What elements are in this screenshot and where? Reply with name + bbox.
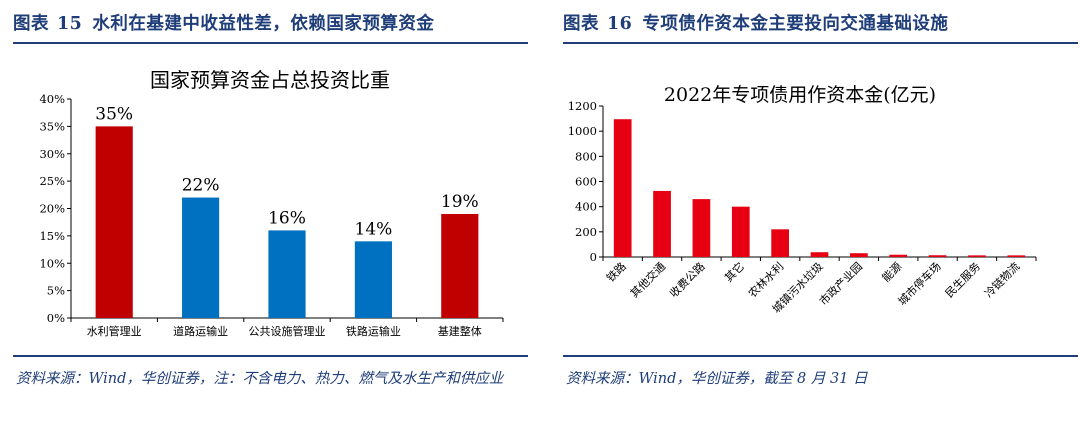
figure-title: 专项债作资本金主要投向交通基础设施 — [642, 14, 949, 34]
figure-number: 15 — [57, 14, 83, 34]
x-tick-label: 城市停车场 — [895, 259, 944, 308]
x-tick-label: 其他交通 — [627, 259, 668, 300]
x-tick-label: 民生服务 — [942, 259, 983, 300]
data-label: 14% — [355, 219, 393, 239]
x-tick-label: 道路运输业 — [173, 324, 228, 338]
bar — [441, 213, 479, 318]
heading-rule — [13, 42, 528, 44]
x-tick-label: 冷链物流 — [981, 259, 1022, 300]
heading-rule — [563, 42, 1078, 44]
x-tick-label: 能源 — [879, 259, 904, 284]
y-tick-label: 25% — [39, 174, 65, 188]
y-tick-label: 40% — [39, 92, 65, 106]
data-label: 22% — [182, 176, 220, 196]
chart-left: 国家预算资金占总投资比重 0% 5% 10% 15% 20% 25% 30% 35% 40% 35%… — [39, 68, 504, 338]
x-tick-label: 农林水利 — [745, 259, 786, 300]
bar — [810, 252, 829, 257]
y-tick-label: 20% — [39, 202, 65, 216]
y-tick-label: 1200 — [568, 99, 597, 113]
chart-title: 国家预算资金占总投资比重 — [150, 68, 390, 92]
bar — [613, 119, 632, 258]
figure-title: 水利在基建中收益性差，依赖国家预算资金 — [92, 14, 435, 34]
figure-15: 图表 15 水利在基建中收益性差，依赖国家预算资金 国家预算资金占总投资比重 0% 5%… — [0, 0, 530, 428]
bar — [692, 199, 711, 257]
x-tick-label: 市政产业园 — [816, 259, 865, 308]
x-tick-label: 水利管理业 — [87, 324, 142, 338]
bar — [850, 253, 868, 257]
data-label: 35% — [95, 104, 133, 124]
y-tick-label: 0% — [47, 311, 65, 325]
bar — [928, 255, 947, 257]
bar — [968, 255, 986, 257]
figure-label: 图表 — [13, 14, 49, 34]
x-tick-label: 公共设施管理业 — [249, 324, 326, 338]
bar — [731, 206, 750, 257]
y-tick-label: 10% — [39, 256, 65, 270]
y-tick-label: 400 — [575, 200, 597, 214]
y-tick-label: 35% — [39, 119, 65, 133]
y-tick-label: 15% — [39, 229, 65, 243]
data-label: 16% — [268, 208, 306, 228]
x-tick-label: 其它 — [721, 259, 746, 284]
bar — [182, 197, 220, 318]
bar — [1007, 255, 1026, 257]
y-tick-label: 600 — [575, 175, 597, 189]
chart-right: 2022年专项债用作资本金(亿元) 0 200 400 600 800 1000 1200 铁路… — [568, 84, 1037, 316]
figure-16-heading: 图表 16 专项债作资本金主要投向交通基础设施 — [563, 10, 948, 35]
y-tick-label: 5% — [47, 284, 65, 298]
figure-16: 图表 16 专项债作资本金主要投向交通基础设施 2022年专项债用作资本金(亿元) 0… — [550, 0, 1080, 428]
x-tick-label: 基建整体 — [438, 324, 482, 338]
y-tick-label: 30% — [39, 147, 65, 161]
data-label: 19% — [441, 192, 479, 212]
x-tick-label: 铁路 — [604, 260, 629, 285]
bar — [889, 254, 908, 257]
bar — [354, 241, 392, 318]
chart-title: 2022年专项债用作资本金(亿元) — [664, 84, 936, 106]
source-note: 资料来源：Wind，华创证券，截至 8 月 31 日 — [566, 371, 868, 387]
y-tick-label: 1000 — [568, 124, 597, 138]
figure-number: 16 — [607, 14, 633, 34]
bar — [268, 230, 306, 318]
source-note: 资料来源：Wind，华创证券，注：不含电力、热力、燃气及水生产和供应业 — [16, 371, 504, 387]
y-tick-label: 0 — [590, 250, 597, 264]
bar — [95, 126, 133, 318]
bar — [653, 190, 671, 257]
source-rule — [563, 355, 1078, 357]
figure-15-heading: 图表 15 水利在基建中收益性差，依赖国家预算资金 — [13, 10, 434, 35]
x-tick-label: 铁路运输业 — [346, 324, 401, 338]
x-tick-label: 收费公路 — [667, 259, 708, 300]
y-tick-label: 800 — [575, 149, 597, 163]
source-rule — [13, 355, 528, 357]
bar — [771, 229, 789, 257]
figure-label: 图表 — [563, 14, 599, 34]
y-tick-label: 200 — [575, 225, 597, 239]
